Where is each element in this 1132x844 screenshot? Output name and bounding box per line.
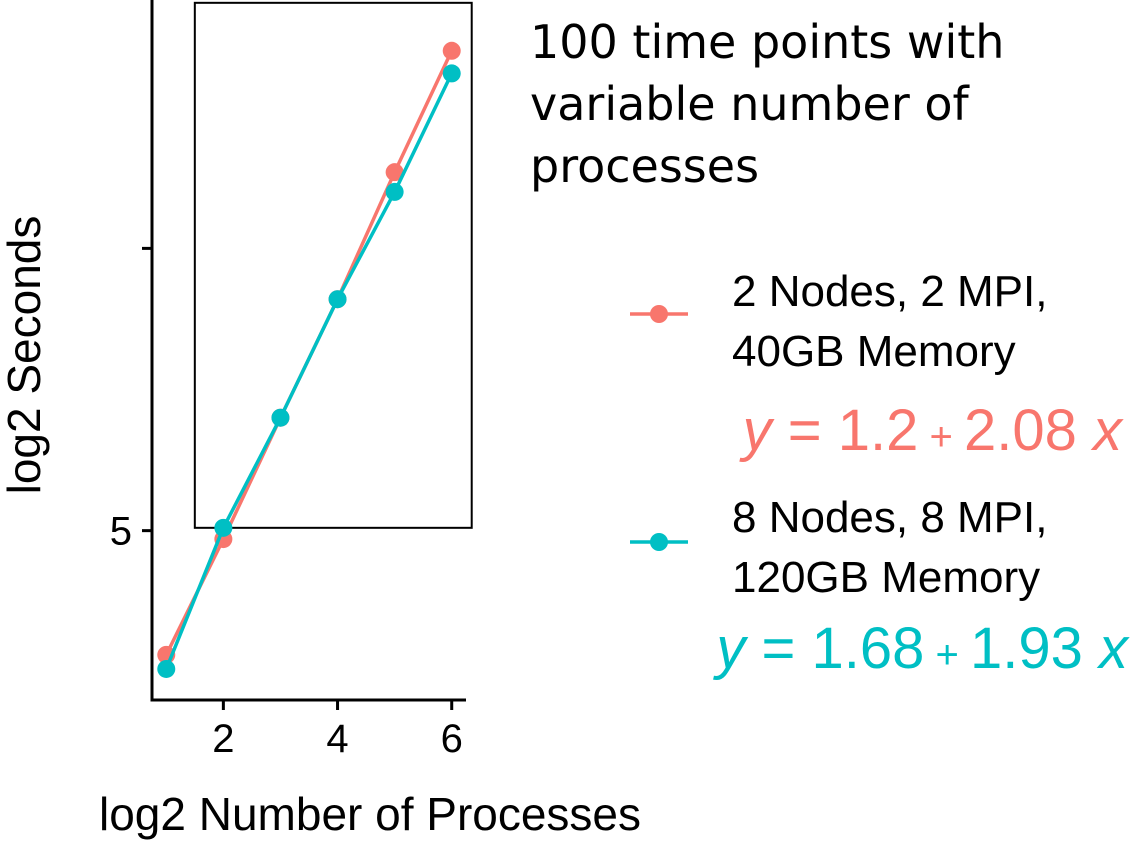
equation-series-2: y = 1.68 + 1.93 x <box>712 616 1130 681</box>
series-1-point-5 <box>385 163 404 182</box>
series-2-point-5 <box>385 182 404 201</box>
equation-series-1-y: y <box>739 398 775 463</box>
equation-series-1-intercept: 1.2 <box>838 398 919 463</box>
legend-label-series-1-line-1: 2 Nodes, 2 MPI, <box>732 267 1047 316</box>
series-2-point-2 <box>214 518 233 537</box>
x-tick-label-6: 6 <box>441 717 463 761</box>
y-axis-label: log2 Seconds <box>0 216 50 495</box>
legend-entry-series-1: 2 Nodes, 2 MPI, 40GB Memory <box>630 267 1047 376</box>
series-2-line <box>164 72 454 670</box>
title-line-1: 100 time points with <box>530 15 1004 69</box>
x-tick-label-2: 2 <box>212 717 234 761</box>
equation-series-1-slope: 2.08 <box>964 398 1077 463</box>
equation-series-2-slope: 1.93 <box>970 616 1083 681</box>
title-line-3: processes <box>530 139 759 193</box>
title-line-2: variable number of <box>530 77 970 131</box>
legend-label-series-2-line-2: 120GB Memory <box>732 553 1040 602</box>
series-2-point-1 <box>157 659 176 678</box>
equation-series-1: y = 1.2 + 2.08 x <box>739 398 1124 463</box>
plot-area <box>157 1 473 678</box>
equation-series-2-intercept: 1.68 <box>812 616 925 681</box>
legend-entry-series-2: 8 Nodes, 8 MPI, 120GB Memory <box>630 493 1047 602</box>
series-2-point-3 <box>271 408 290 427</box>
chart-title: 100 time points with variable number of … <box>530 15 1004 193</box>
equation-series-2-y: y <box>712 616 748 681</box>
series-2-point-6 <box>442 64 461 83</box>
legend-label-series-1-line-2: 40GB Memory <box>732 327 1016 376</box>
y-tick-label-5: 5 <box>110 510 132 554</box>
series-1-point-6 <box>442 41 461 60</box>
series-2-point-4 <box>328 290 347 309</box>
equation-series-2-x: x <box>1096 616 1130 681</box>
legend: 2 Nodes, 2 MPI, 40GB Memory y = 1.2 + 2.… <box>630 267 1130 681</box>
x-axis-label: log2 Number of Processes <box>99 788 641 840</box>
axes: 2 4 6 5 <box>110 0 466 761</box>
x-tick-label-4: 4 <box>326 717 348 761</box>
legend-label-series-2-line-1: 8 Nodes, 8 MPI, <box>732 493 1047 542</box>
legend-swatch-dot-series-1 <box>650 305 668 323</box>
legend-swatch-dot-series-2 <box>650 533 668 551</box>
equation-series-1-x: x <box>1090 398 1124 463</box>
highlight-box <box>193 1 473 529</box>
